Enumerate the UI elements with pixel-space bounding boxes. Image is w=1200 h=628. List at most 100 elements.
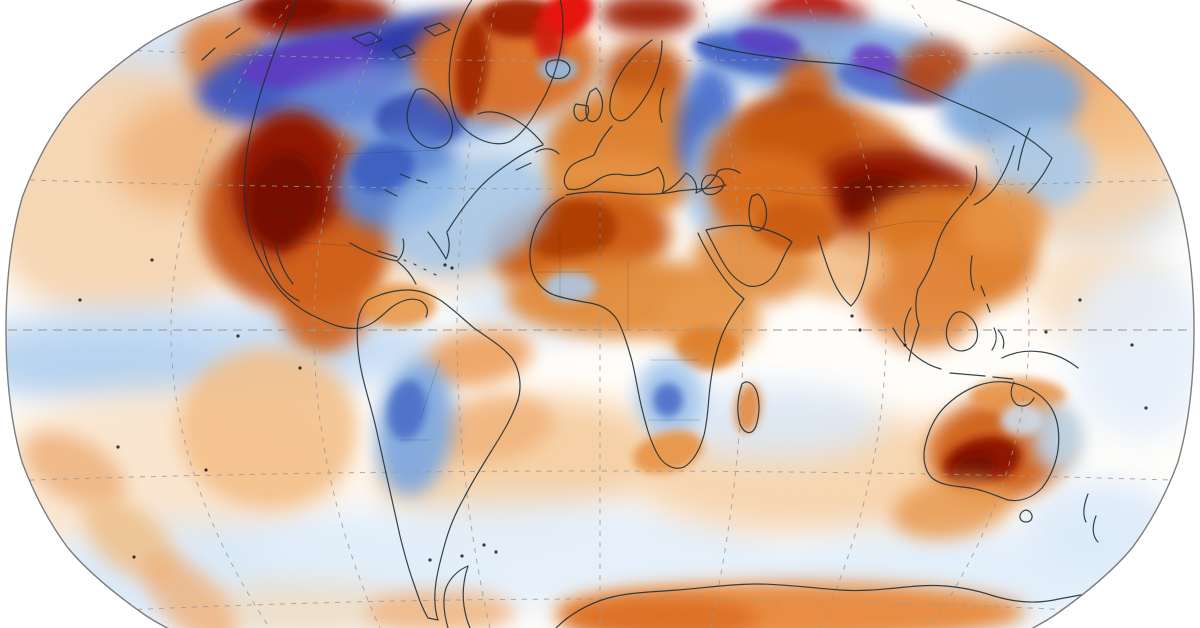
capetown-orange (632, 430, 704, 474)
coast-philippines (970, 255, 991, 313)
coast-africa (529, 196, 745, 469)
sw-boundary-orange-3 (143, 553, 237, 628)
nebrazil-orange (423, 328, 533, 388)
alaska-darkred-core (256, 0, 336, 23)
island-speck (116, 445, 120, 449)
island-speck (903, 343, 907, 347)
wpacific-right-blue-wash (1070, 260, 1194, 440)
parallel-30n (29, 179, 1171, 190)
coast-india (817, 231, 870, 307)
equatorial-pacific-blue-deep (6, 336, 235, 400)
coast-java (949, 372, 1014, 380)
coast-nafrica-med (565, 184, 727, 196)
coast-kamchatka-okhotsk (1017, 127, 1053, 194)
coast-scandinavia (609, 39, 665, 123)
meridian-e1 (694, 0, 744, 628)
coast-madagascar (737, 381, 760, 434)
australia-north-orange (970, 378, 1066, 414)
coast-arctic-islands (201, 22, 451, 61)
coast-borneo (945, 311, 979, 352)
island-speck (850, 314, 854, 318)
tanzania-orange (676, 326, 740, 370)
meridian-w1 (456, 0, 506, 628)
spacific-offshore-orange (178, 348, 358, 508)
coast-north-america (243, 1, 428, 330)
us-west-darkred-core (247, 152, 321, 248)
siberia-purple-2 (851, 44, 899, 76)
wafrica-coast-blue (544, 272, 596, 302)
island-speck (298, 366, 302, 370)
coast-malay (903, 307, 920, 362)
antarctica-darkorange (560, 596, 760, 628)
natl-offshore-blue (385, 155, 551, 275)
island-speck (1044, 330, 1048, 334)
coast-china-vietnam (915, 196, 969, 326)
australia-inner-blue (1000, 404, 1044, 436)
neus-cold-blue-core (351, 143, 415, 193)
island-speck (443, 263, 447, 267)
safrica-blue-core (653, 383, 683, 417)
iran-darkorange (755, 202, 835, 254)
coast-gulf-mexico (349, 238, 417, 285)
island-specks-layer (78, 258, 1148, 562)
coast-europe (563, 125, 741, 194)
coast-iceland (545, 59, 571, 80)
coast-tasmania (1019, 509, 1033, 523)
island-speck (428, 558, 432, 562)
egreenland-darkred-streak (455, 20, 489, 116)
coast-korea (969, 165, 978, 196)
coast-south-america (356, 289, 521, 621)
island-speck (460, 554, 464, 558)
coast-uk (585, 87, 604, 123)
mexico-orange (280, 226, 380, 354)
swaustralia-ocean-orange (892, 476, 1012, 540)
coast-sumatra (892, 327, 942, 370)
coast-ireland (573, 103, 590, 122)
island-speck (78, 298, 82, 302)
coast-antarctic-peninsula (443, 565, 471, 628)
sindian-blue-patch (665, 384, 885, 460)
map-boundary-outline (5, 0, 1195, 628)
meridian-w2 (313, 0, 411, 628)
meridian-w3 (170, 0, 316, 628)
coast-arabia (705, 224, 793, 287)
coast-hudson-bay (406, 88, 454, 149)
island-speck (236, 334, 240, 338)
coastlines-layer (201, 0, 1193, 628)
coast-greenland (448, 0, 564, 145)
island-speck (450, 266, 454, 270)
coast-australia (923, 381, 1060, 502)
japan-orange (957, 185, 1047, 255)
coast-new-guinea (1001, 350, 1079, 369)
southern-ocean-blue-center (260, 500, 780, 610)
island-speck (132, 555, 136, 559)
coast-russia-arctic (697, 41, 1053, 159)
australia-darkred-core (952, 453, 996, 483)
island-speck (1130, 343, 1134, 347)
venezuela-orange (360, 283, 436, 327)
coast-great-lakes (384, 173, 428, 197)
coast-florida-east-us (427, 144, 544, 260)
coast-caribbean (377, 250, 437, 276)
island-speck (1144, 406, 1148, 410)
coast-caspian (748, 193, 768, 232)
siberia-purple-1 (734, 27, 802, 57)
coast-black-sea (700, 174, 725, 196)
coast-newfoundland (515, 148, 560, 171)
sw-boundary-orange-1 (25, 432, 125, 508)
graticule-layer (8, 0, 1192, 628)
meridian-e3 (884, 0, 1030, 628)
satlantic-orange-patch (435, 394, 555, 462)
australia-east-blue (1032, 404, 1084, 472)
coast-labrador (477, 111, 544, 145)
meridian-e2 (789, 0, 887, 628)
island-speck (858, 328, 862, 332)
antarctic-left-peach-wash (190, 585, 410, 628)
coast-carpentaria (1010, 381, 1035, 407)
svalbard-red-tail (532, 19, 564, 69)
parallel-30s (29, 470, 1171, 481)
